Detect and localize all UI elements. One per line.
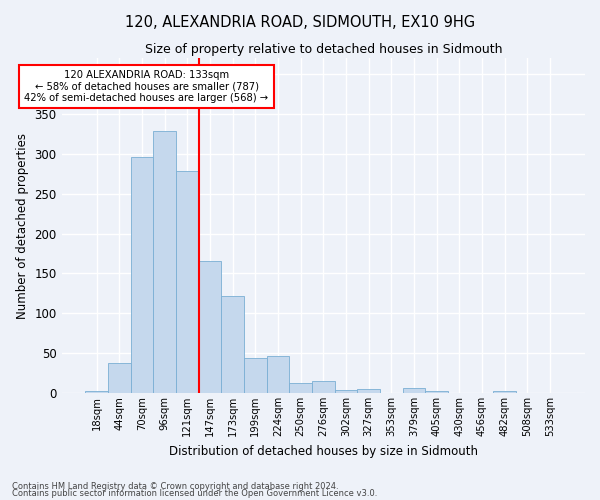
Text: 120, ALEXANDRIA ROAD, SIDMOUTH, EX10 9HG: 120, ALEXANDRIA ROAD, SIDMOUTH, EX10 9HG (125, 15, 475, 30)
Text: Contains HM Land Registry data © Crown copyright and database right 2024.: Contains HM Land Registry data © Crown c… (12, 482, 338, 491)
Bar (266, 356, 289, 393)
Bar (244, 358, 266, 393)
Bar (357, 389, 380, 393)
Bar (221, 296, 244, 393)
Y-axis label: Number of detached properties: Number of detached properties (16, 132, 29, 318)
Bar (312, 381, 335, 393)
X-axis label: Distribution of detached houses by size in Sidmouth: Distribution of detached houses by size … (169, 444, 478, 458)
Bar (425, 392, 448, 393)
Bar (131, 157, 154, 393)
Text: Contains public sector information licensed under the Open Government Licence v3: Contains public sector information licen… (12, 489, 377, 498)
Bar (403, 388, 425, 393)
Bar (493, 392, 516, 393)
Bar (199, 260, 221, 393)
Title: Size of property relative to detached houses in Sidmouth: Size of property relative to detached ho… (145, 42, 502, 56)
Bar (108, 362, 131, 393)
Bar (289, 382, 312, 393)
Bar (85, 392, 108, 393)
Text: 120 ALEXANDRIA ROAD: 133sqm
← 58% of detached houses are smaller (787)
42% of se: 120 ALEXANDRIA ROAD: 133sqm ← 58% of det… (25, 70, 269, 103)
Bar (154, 132, 176, 393)
Bar (335, 390, 357, 393)
Bar (176, 170, 199, 393)
